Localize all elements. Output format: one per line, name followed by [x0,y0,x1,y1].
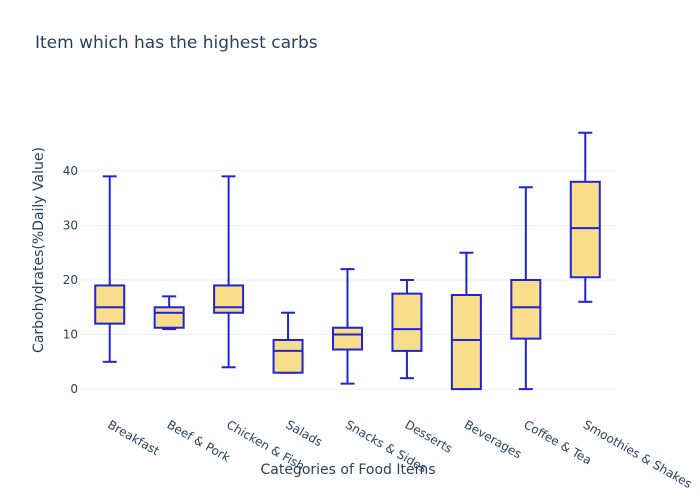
box-beverages [450,251,482,391]
x-tick-label: Salads [284,417,325,449]
x-tick-label: Desserts [402,417,454,455]
iqr-box [450,294,482,391]
iqr-box [510,279,542,340]
box-desserts [391,279,423,380]
box-snacks-sides [332,268,363,385]
x-tick-label: Smoothies & Shakes [581,417,695,491]
x-tick-label: Breakfast [105,417,162,458]
y-tick-label: 20 [63,273,78,287]
y-axis-title: Carbohydrates(%Daily Value) [31,147,47,353]
chart-title: Item which has the highest carbs [35,33,318,53]
x-axis-title: Categories of Food Items [260,462,435,478]
iqr-box [391,292,423,352]
box-breakfast [94,175,126,363]
y-tick-label: 40 [63,164,78,178]
x-tick-label: Beef & Pork [165,417,233,464]
box-salads [272,311,304,374]
box-layer [94,131,601,391]
box-smoothies-shakes [569,131,601,303]
iqr-box [569,180,601,279]
iqr-box [332,326,363,351]
y-tick-label: 30 [63,218,78,232]
y-tick-label: 0 [70,382,78,396]
iqr-box [272,339,304,374]
x-tick-label: Beverages [462,417,524,461]
box-coffee-tea [510,186,542,391]
box-beef-pork [153,295,185,331]
iqr-box [94,284,126,325]
y-tick-label: 10 [63,328,78,342]
iqr-box [213,284,245,314]
y-tick-labels: 0 10 20 30 40 [63,164,78,396]
box-chicken-fish [213,175,245,369]
iqr-box [153,306,185,329]
